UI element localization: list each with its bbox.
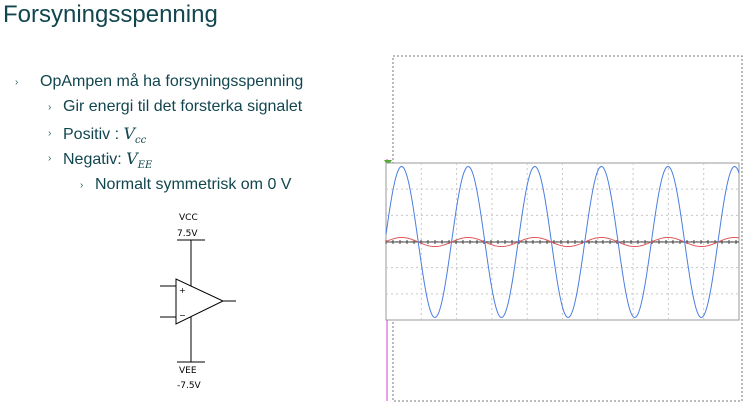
red-signal-trace (385, 236, 740, 248)
vcc-label: VCC (179, 213, 198, 223)
vee-symbol: VEE (126, 149, 153, 172)
bullet-marker: › (48, 102, 52, 113)
scope-grid (386, 163, 739, 320)
bullet-text: Normalt symmetrisk om 0 V (95, 176, 292, 193)
opamp-triangle (175, 278, 225, 325)
bullet-text: OpAmpen må ha forsyningsspenning (40, 73, 304, 90)
vee-value: -7.5V (177, 381, 202, 391)
blue-signal-trace (385, 165, 740, 319)
bullet-text: Positiv : (63, 126, 124, 143)
bullet-marker: › (48, 153, 52, 164)
vcc-value: 7.5V (177, 229, 198, 239)
bullet-text: Gir energi til det forsterka signalet (63, 98, 303, 115)
minus-sign: − (179, 311, 186, 320)
oscilloscope-view (384, 55, 743, 402)
vee-label: VEE (179, 366, 197, 376)
opamp-schematic: VCC 7.5V + − VEE -7.5V (160, 213, 236, 391)
bullet-marker: › (48, 128, 52, 139)
bullet-marker: › (80, 180, 84, 191)
plus-sign: + (179, 286, 186, 295)
vcc-symbol: Vcc (123, 124, 147, 147)
bullet-marker: › (15, 77, 19, 88)
slide-title: Forsyningsspenning (3, 1, 218, 28)
scope-outer-frame (392, 55, 743, 402)
bullet-text: Negativ: (63, 151, 127, 168)
